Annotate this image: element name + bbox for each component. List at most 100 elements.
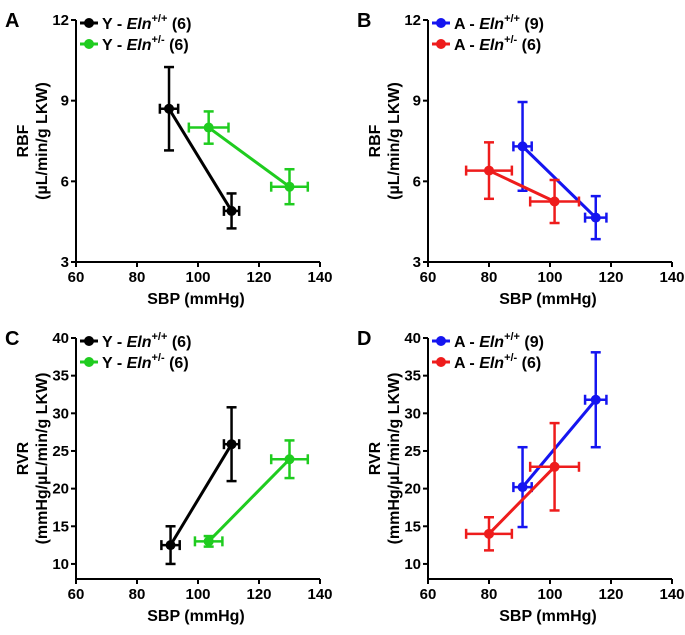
data-point (165, 540, 176, 551)
series-2 (187, 110, 310, 206)
legend-genotype: +/- (504, 34, 517, 46)
legend-marker (84, 39, 94, 49)
y-tick-label: 15 (404, 518, 421, 535)
legend-gene: Eln (127, 16, 152, 33)
y-tick-label: 40 (52, 330, 69, 347)
x-tick-label: 100 (537, 586, 562, 603)
x-tick-label: 80 (129, 269, 146, 286)
legend-marker (84, 357, 94, 367)
y-axis-title: RBF (367, 124, 384, 157)
data-point (484, 528, 494, 539)
x-tick-label: 140 (307, 269, 332, 286)
y-tick-label: 35 (404, 368, 421, 385)
series-2 (464, 141, 581, 225)
legend-marker (436, 357, 446, 367)
legend-gene: Eln (479, 355, 504, 372)
legend-prefix: A - (454, 37, 479, 54)
series-line (207, 458, 291, 543)
legend-genotype: +/+ (504, 13, 520, 25)
data-point (226, 205, 237, 216)
series-line (488, 169, 556, 203)
data-point (284, 181, 295, 192)
data-point (164, 103, 175, 114)
x-tick-label: 60 (420, 269, 437, 286)
x-axis-title: SBP (mmHg) (499, 608, 597, 625)
legend-marker (436, 39, 446, 49)
data-point (203, 122, 214, 133)
x-axis-title: SBP (mmHg) (147, 291, 245, 308)
legend-gene: Eln (479, 37, 504, 54)
x-tick-label: 60 (68, 586, 85, 603)
legend-gene: Eln (479, 16, 504, 33)
legend-prefix: A - (454, 16, 479, 33)
data-point (484, 165, 494, 176)
legend-gene: Eln (127, 355, 152, 372)
legend-entry: A - Eln+/+ (9) (432, 331, 544, 351)
series-1 (512, 100, 608, 241)
legend-prefix: A - (454, 355, 479, 372)
series-2 (464, 421, 581, 552)
panel-letter: B (357, 10, 371, 32)
legend-prefix: Y - (102, 334, 127, 351)
legend-label: A - Eln+/+ (9) (454, 331, 544, 351)
y-tick-label: 25 (52, 443, 69, 460)
series-1 (512, 351, 608, 529)
legend-n: (6) (167, 16, 191, 33)
series-line (207, 126, 291, 188)
x-tick-label: 120 (598, 269, 623, 286)
x-tick-label: 100 (185, 269, 210, 286)
y-tick-label: 9 (413, 93, 421, 110)
legend-marker (84, 336, 94, 346)
y-axis-subtitle: (µL/min/g LKW) (34, 82, 51, 200)
legend-marker (436, 18, 446, 28)
y-tick-label: 12 (52, 12, 69, 29)
legend-marker (84, 18, 94, 28)
data-point (549, 461, 560, 472)
legend-label: Y - Eln+/- (6) (102, 34, 189, 54)
legend-prefix: Y - (102, 37, 127, 54)
x-tick-label: 60 (68, 269, 85, 286)
x-axis-title: SBP (mmHg) (147, 608, 245, 625)
x-tick-label: 140 (307, 586, 332, 603)
legend-entry: Y - Eln+/- (6) (80, 352, 189, 372)
series-1 (158, 65, 241, 230)
y-tick-label: 10 (52, 556, 69, 573)
panel-d: D 60 80 100 120 140 10 15 20 25 30 35 40 SBP (mmHg) RV… (357, 328, 685, 625)
data-point (226, 439, 237, 450)
panel-a: A 60 80 100 120 140 3 6 9 12 SBP (mmHg) RBF (µL/min/… (5, 10, 333, 308)
legend-label: Y - Eln+/- (6) (102, 352, 189, 372)
legend-genotype: +/- (504, 352, 517, 364)
y-axis-subtitle: (mmHg/µL/min/g LKW) (34, 373, 51, 545)
legend-prefix: Y - (102, 16, 127, 33)
legend-marker (436, 336, 446, 346)
legend-gene: Eln (127, 37, 152, 54)
legend-prefix: A - (454, 334, 479, 351)
x-tick-label: 80 (481, 586, 498, 603)
x-tick-label: 120 (246, 586, 271, 603)
legend-prefix: Y - (102, 355, 127, 372)
x-tick-label: 80 (481, 269, 498, 286)
legend-genotype: +/- (152, 34, 165, 46)
data-point (549, 196, 560, 207)
y-tick-label: 35 (52, 368, 69, 385)
y-tick-label: 12 (404, 12, 421, 29)
series-line (521, 145, 597, 219)
legend-n: (6) (517, 37, 541, 54)
series-line (167, 107, 233, 212)
panel-letter: A (5, 10, 19, 32)
legend-n: (9) (520, 334, 544, 351)
legend-genotype: +/+ (152, 13, 168, 25)
legend-gene: Eln (127, 334, 152, 351)
series-line (169, 443, 233, 546)
series-2 (193, 439, 310, 548)
y-tick-label: 20 (404, 481, 421, 498)
y-tick-label: 40 (404, 330, 421, 347)
y-tick-label: 30 (52, 405, 69, 422)
data-point (590, 394, 601, 405)
legend-genotype: +/+ (504, 331, 520, 343)
y-axis-title: RBF (15, 124, 32, 157)
y-axis-subtitle: (µL/min/g LKW) (386, 82, 403, 200)
x-tick-label: 100 (185, 586, 210, 603)
legend-genotype: +/+ (152, 331, 168, 343)
legend-entry: A - Eln+/+ (9) (432, 13, 544, 33)
